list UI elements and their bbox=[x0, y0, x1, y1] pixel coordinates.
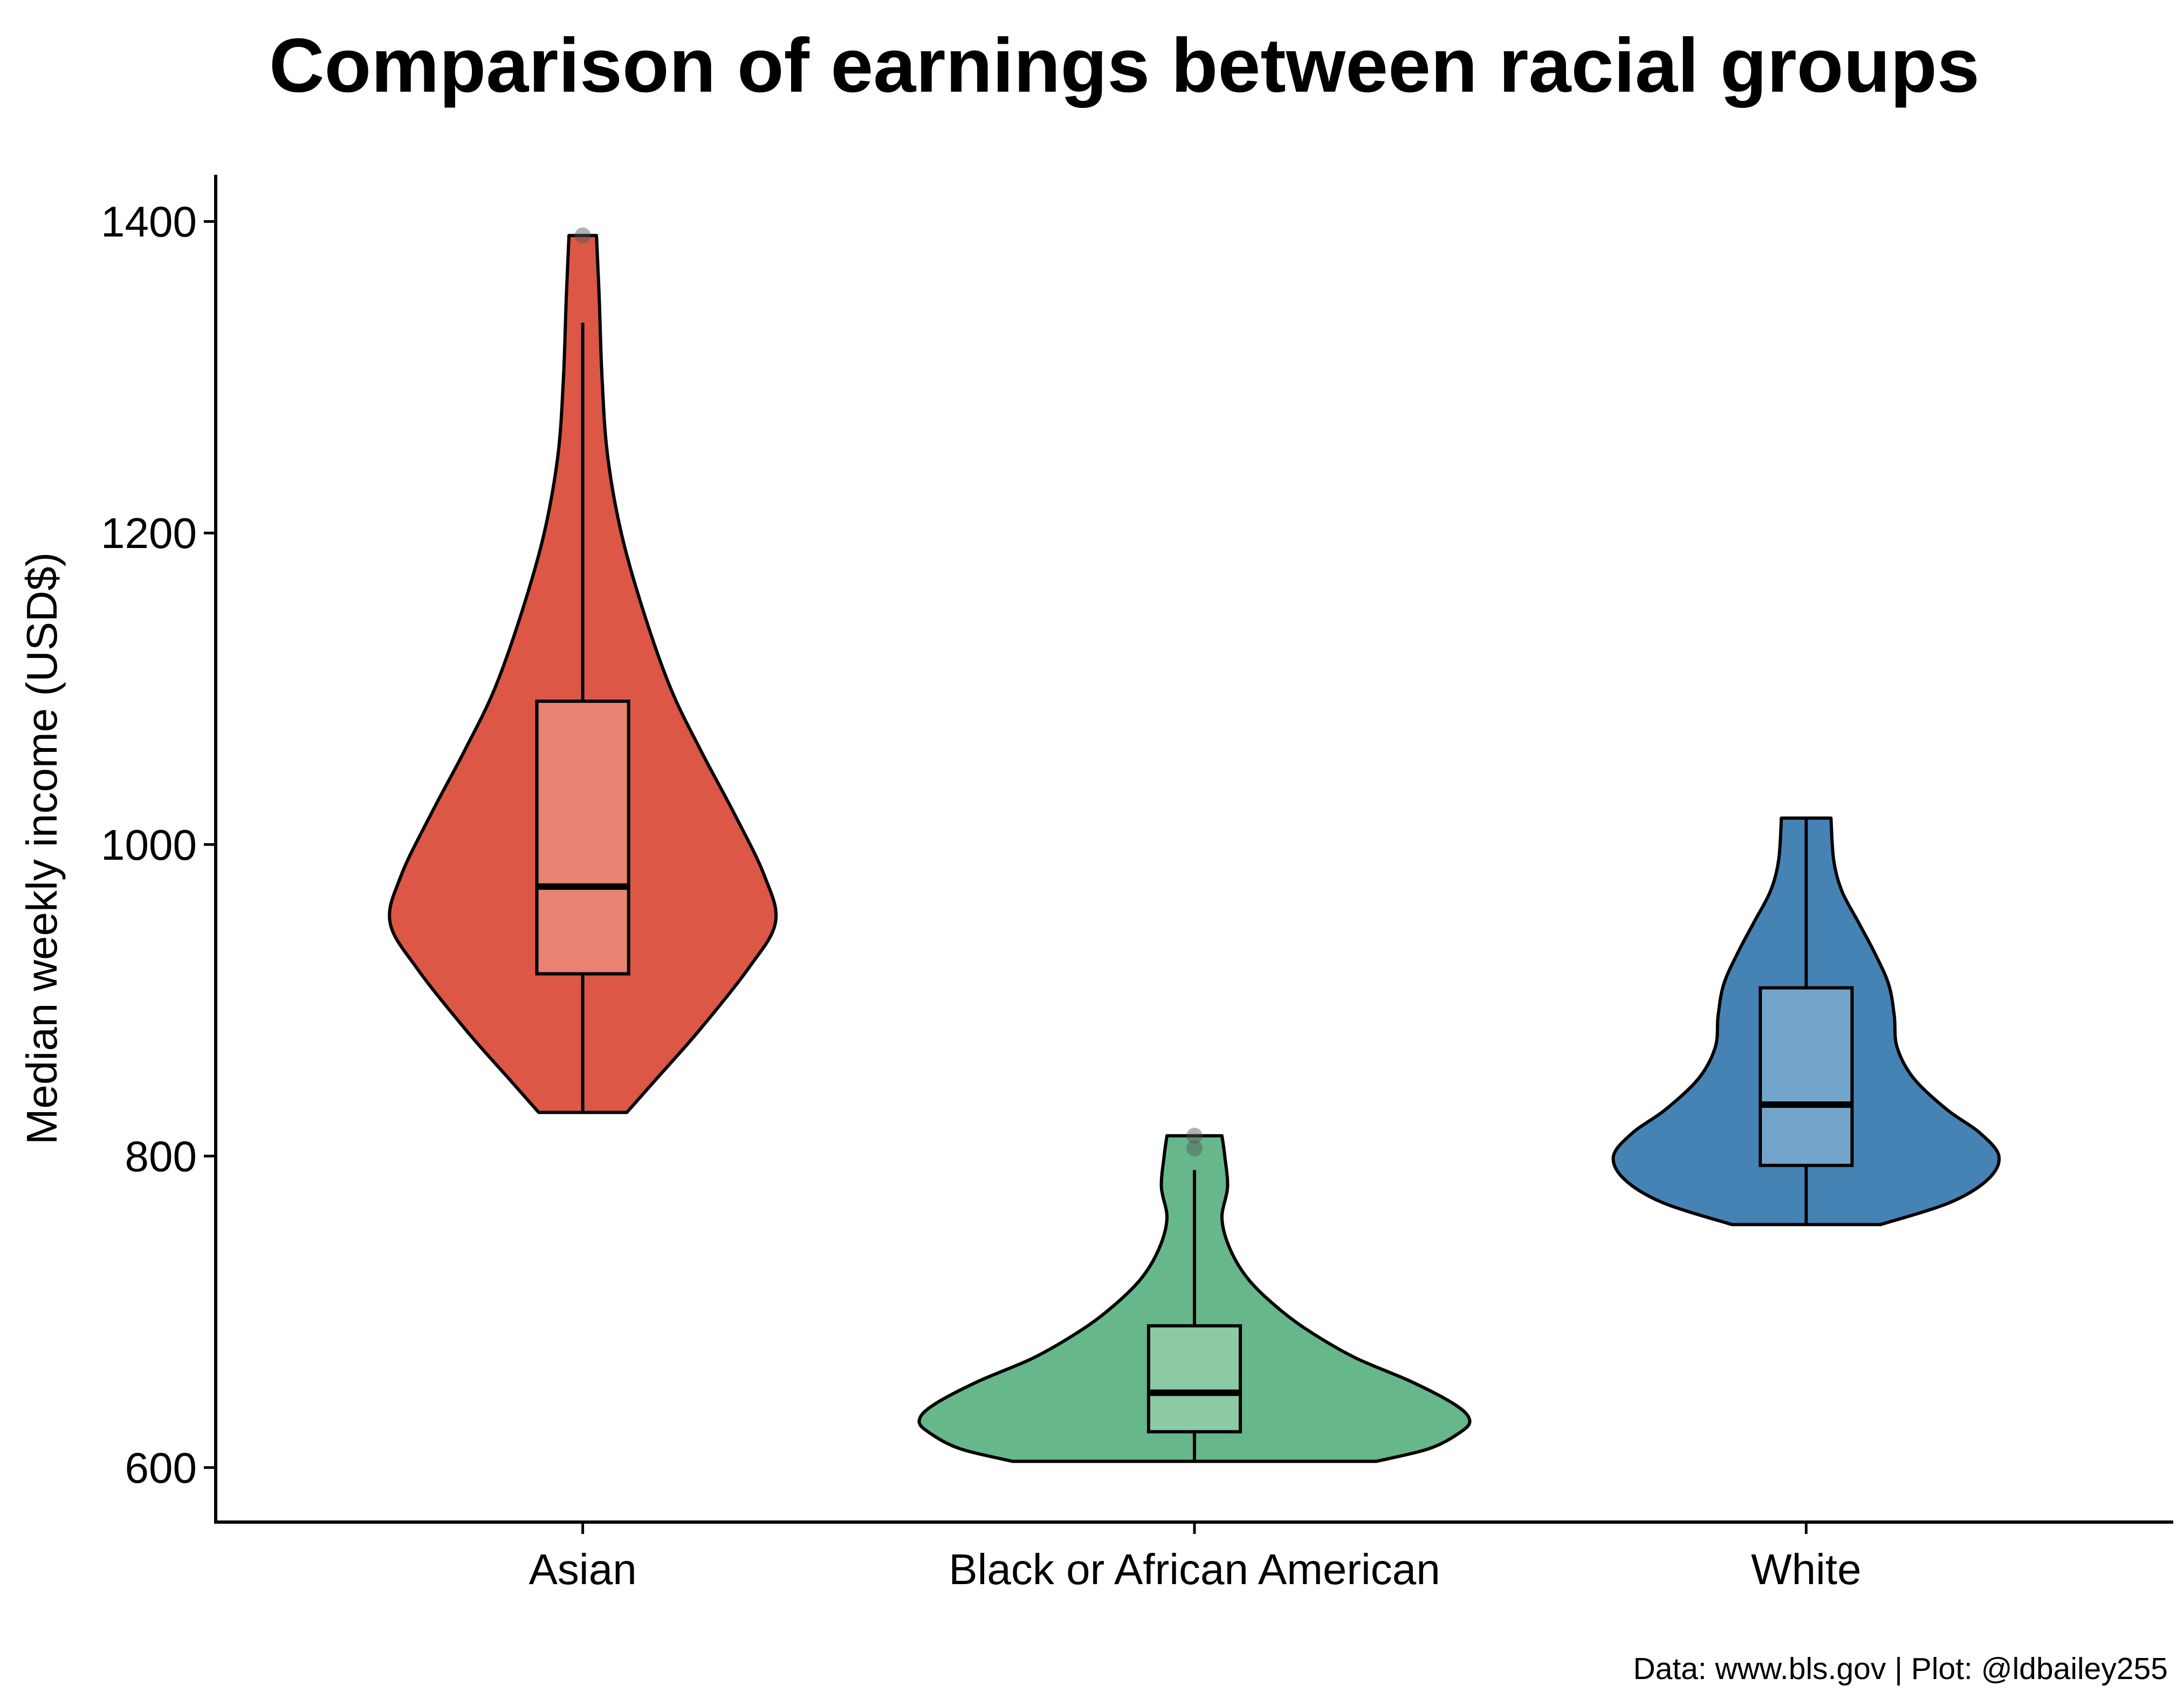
violin-group bbox=[388, 227, 778, 1114]
box-iqr bbox=[1146, 1324, 1242, 1434]
box-iqr bbox=[1759, 986, 1854, 1167]
y-tick-label: 1200 bbox=[101, 509, 197, 557]
outlier-point bbox=[574, 227, 591, 244]
y-axis-ticks: 600 800 1000 1200 1400 bbox=[101, 198, 216, 1492]
violin-group bbox=[1611, 816, 2001, 1227]
x-axis-ticks: Asian Black or African American White bbox=[529, 1522, 1862, 1593]
outlier-point bbox=[1186, 1127, 1203, 1144]
violin-group bbox=[917, 1127, 1472, 1463]
box-iqr bbox=[535, 700, 630, 976]
y-tick-label: 1000 bbox=[101, 821, 197, 869]
x-tick-label: Black or African American bbox=[949, 1545, 1440, 1593]
outlier-point bbox=[1186, 1140, 1203, 1156]
chart-caption: Data: www.bls.gov | Plot: @ldbailey255 bbox=[1633, 1652, 2168, 1686]
x-tick-label: Asian bbox=[529, 1545, 637, 1593]
plot-area bbox=[388, 227, 2001, 1463]
y-tick-label: 800 bbox=[125, 1132, 197, 1180]
y-tick-label: 600 bbox=[125, 1444, 197, 1492]
y-axis-title: Median weekly income (USD$) bbox=[18, 552, 66, 1145]
y-tick-label: 1400 bbox=[101, 198, 197, 246]
chart-title: Comparison of earnings between racial gr… bbox=[269, 23, 1980, 108]
x-tick-label: White bbox=[1751, 1545, 1862, 1593]
